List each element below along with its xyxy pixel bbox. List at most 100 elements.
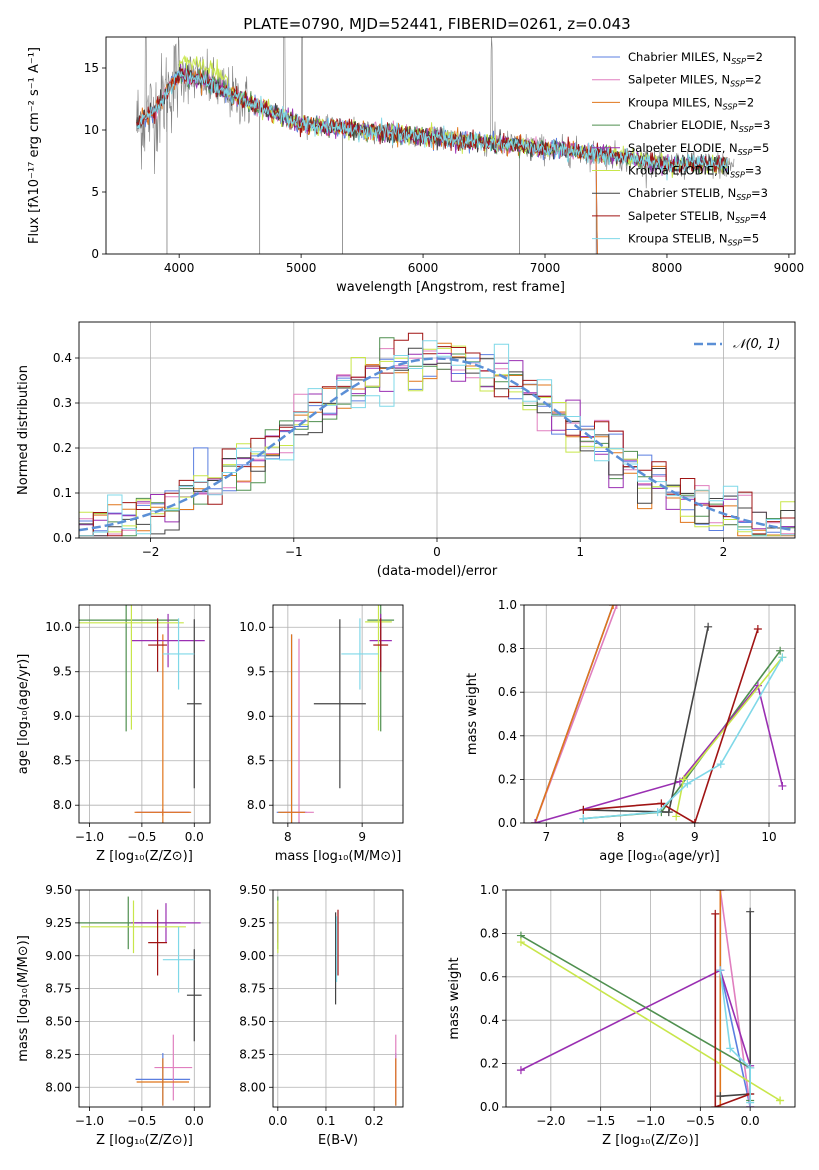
legend-label-tail: =4	[750, 209, 767, 223]
y-tick-label: 10	[84, 123, 99, 137]
x-tick-label: 0.0	[185, 830, 204, 844]
weight-marker-kroupa_miles	[609, 605, 618, 609]
x-axis-label: E(B-V)	[318, 1133, 358, 1148]
spectrum-model-chabrier_miles	[136, 63, 598, 254]
legend-label-tail: =5	[752, 141, 769, 155]
weight-line-kroupa_elodie	[520, 941, 781, 1102]
axes-mass_vs_ebv: 0.0 0.1 0.2 8.00 8.25 8.50 8.75 9.00 9.25 9.50 E(B…	[239, 883, 404, 1148]
x-axis-label: age [log₁₀(age/yr)]	[599, 849, 720, 864]
x-tick-label: −0.5	[127, 830, 156, 844]
x-axis-label: (data-model)/error	[377, 564, 498, 579]
legend-label-main: Salpeter MILES, N	[628, 73, 730, 87]
hist-kroupa_stelib	[79, 340, 795, 538]
plot-area	[79, 896, 202, 1106]
grid-lines	[273, 605, 403, 823]
y-tick-label: 0.1	[53, 486, 72, 500]
axes-frame	[272, 604, 404, 824]
legend-label-main: Chabrier STELIB, N	[628, 186, 736, 200]
y-tick-label: 15	[84, 61, 99, 75]
x-axis-label: Z [log₁₀(Z/Z⊙)]	[96, 1133, 193, 1148]
weight-marker-kroupa_elodie	[672, 812, 681, 821]
y-tick-label: 9.0	[53, 709, 72, 723]
y-tick-label: 9.00	[239, 949, 266, 963]
x-tick-label: −1.0	[636, 1114, 665, 1128]
x-tick-label: 8	[617, 830, 625, 844]
weight-marker-chabrier_stelib	[716, 1092, 725, 1101]
weight-marker-kroupa_stelib	[746, 1063, 755, 1072]
y-axis-label: mass [log₁₀(M/M⊙)]	[16, 935, 31, 1062]
y-tick-label: 10.0	[239, 620, 266, 634]
y-tick-label: 9.25	[239, 916, 266, 930]
weight-line-salpeter_elodie	[534, 683, 784, 823]
y-tick-label: 8.25	[239, 1047, 266, 1061]
weight-marker-kroupa_elodie	[679, 775, 688, 784]
weight-marker-chabrier_stelib	[664, 808, 673, 817]
y-tick-label: 9.50	[239, 883, 266, 897]
legend-label-sub: SSP	[738, 148, 753, 157]
x-tick-label: 0	[433, 545, 441, 559]
weight-marker-chabrier_stelib	[704, 622, 713, 631]
weight-marker-salpeter_stelib	[711, 1103, 720, 1107]
y-tick-label: 8.0	[53, 798, 72, 812]
weight-marker-kroupa_elodie	[516, 938, 525, 947]
y-tick-label: 9.25	[45, 916, 72, 930]
legend-label-main: Kroupa STELIB, N	[628, 232, 728, 246]
weight-line-salpeter_stelib	[714, 913, 751, 1107]
y-tick-label: 8.00	[45, 1080, 72, 1094]
x-tick-label: −1	[285, 545, 303, 559]
weight-marker-kroupa_stelib	[778, 653, 787, 662]
y-tick-label: 0.8	[498, 642, 517, 656]
y-tick-label: 0.2	[53, 441, 72, 455]
legend-label-tail: =2	[737, 95, 754, 109]
legend-label-kroupa_elodie: Kroupa ELODIE, NSSP=3	[628, 164, 762, 180]
y-tick-label: 0.2	[480, 1057, 499, 1071]
weight-marker-chabrier_stelib	[746, 907, 755, 916]
x-tick-label: −1.0	[75, 1114, 104, 1128]
y-tick-label: 0.2	[498, 772, 517, 786]
y-tick-label: 0.0	[53, 531, 72, 545]
weight-marker-kroupa_stelib	[716, 966, 725, 975]
x-axis-label: Z [log₁₀(Z/Z⊙)]	[602, 1133, 699, 1148]
x-axis-label: Z [log₁₀(Z/Z⊙)]	[96, 849, 193, 864]
y-tick-label: 8.50	[239, 1015, 266, 1029]
gaussian-reference	[79, 357, 795, 532]
x-tick-label: 5000	[286, 261, 317, 275]
x-tick-label: 4000	[164, 261, 195, 275]
y-tick-label: 0.4	[53, 351, 72, 365]
y-tick-label: 9.5	[53, 665, 72, 679]
x-tick-label: −2	[142, 545, 160, 559]
spectrum-model-kroupa_miles	[136, 69, 598, 254]
spectrum-model-kroupa_stelib	[136, 68, 729, 181]
x-tick-label: 10	[761, 830, 776, 844]
axes-frame	[272, 889, 404, 1108]
weight-marker-salpeter_stelib	[690, 819, 699, 823]
y-axis-label: Normed distribution	[16, 365, 31, 495]
weight-line-kroupa_stelib	[719, 970, 751, 1103]
y-tick-label: 0.3	[53, 396, 72, 410]
weight-marker-kroupa_stelib	[683, 779, 692, 788]
x-axis-label: mass [log₁₀(M/M⊙)]	[275, 849, 402, 864]
x-tick-label: −2.0	[536, 1114, 565, 1128]
x-tick-label: 1	[576, 545, 584, 559]
y-tick-label: 8.25	[45, 1047, 72, 1061]
axes-frame	[78, 604, 211, 824]
weight-line-kroupa_stelib	[583, 656, 784, 820]
x-tick-label: 8000	[652, 261, 683, 275]
y-axis-label: mass weight	[447, 957, 462, 1039]
x-axis-label: wavelength [Angstrom, rest frame]	[336, 280, 565, 295]
plot-area	[516, 890, 785, 1107]
y-tick-label: 8.00	[239, 1080, 266, 1094]
legend-label-main: Chabrier ELODIE, N	[628, 118, 739, 132]
weight-marker-salpeter_stelib	[657, 799, 666, 808]
x-tick-label: 6000	[408, 261, 439, 275]
y-tick-label: 8.75	[239, 982, 266, 996]
legend-label-sub: SSP	[731, 57, 746, 66]
x-tick-label: 0.0	[741, 1114, 760, 1128]
legend-label-tail: =3	[751, 186, 768, 200]
y-tick-label: 9.00	[45, 949, 72, 963]
legend-label-sub: SSP	[735, 216, 750, 225]
legend-label-tail: =3	[745, 164, 762, 178]
y-tick-label: 0.6	[498, 685, 517, 699]
x-tick-label: 9	[691, 830, 699, 844]
